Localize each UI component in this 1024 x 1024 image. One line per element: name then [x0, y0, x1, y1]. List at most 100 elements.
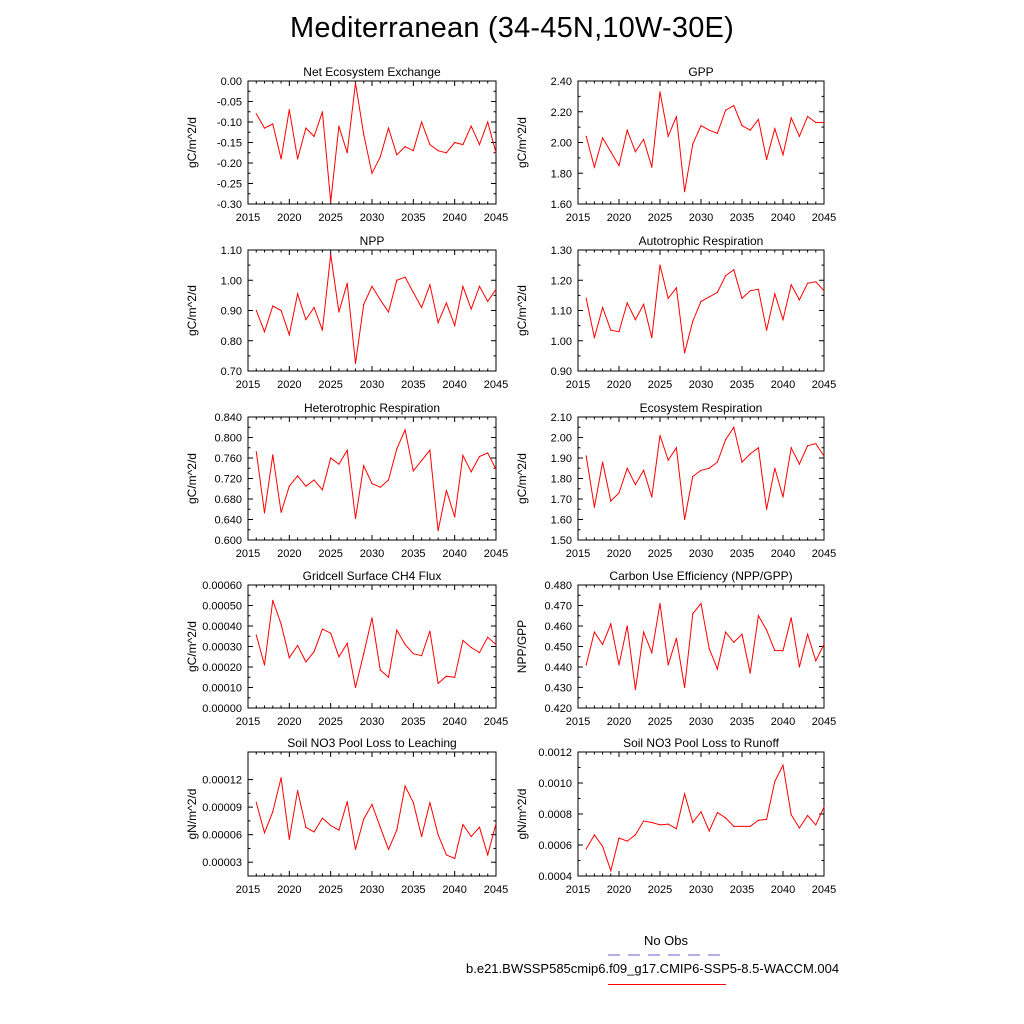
y-tick-label: 0.460 [544, 621, 572, 633]
data-point [774, 128, 776, 130]
data-point [478, 285, 481, 287]
data-point [708, 467, 710, 469]
data-point [700, 811, 702, 813]
chart-panel-9: Soil NO3 Pool Loss to Leaching gN/m^2/d 20… [185, 736, 508, 896]
x-tick-label: 2020 [607, 716, 631, 728]
data-point [757, 118, 760, 120]
data-point [387, 848, 390, 851]
data-point [462, 144, 464, 146]
y-axis-label: gC/m^2/d [185, 117, 199, 168]
data-point [462, 639, 464, 642]
data-point [371, 803, 373, 806]
data-point [313, 135, 315, 137]
data-point [585, 455, 587, 457]
x-tick-label: 2020 [277, 379, 301, 391]
data-point [280, 158, 282, 160]
data-point [313, 831, 315, 833]
data-point [487, 452, 489, 454]
data-point [749, 825, 751, 828]
data-point [602, 137, 604, 139]
data-point [692, 320, 694, 322]
data-point [371, 617, 373, 619]
x-tick-label: 2040 [442, 548, 466, 560]
data-point [313, 479, 315, 481]
series-line [585, 763, 825, 873]
data-point [297, 790, 299, 792]
data-point [667, 297, 669, 299]
data-point [733, 426, 735, 428]
legend-model-line [608, 984, 726, 985]
data-point [330, 201, 332, 203]
data-point [272, 305, 274, 307]
data-point [659, 91, 661, 93]
data-point [363, 653, 365, 655]
y-tick-label: 0.00010 [202, 683, 242, 695]
data-point [297, 644, 299, 647]
series-line [585, 91, 824, 192]
data-point [807, 633, 809, 635]
x-tick-label: 2045 [812, 548, 836, 560]
data-point [255, 451, 257, 453]
data-point [437, 150, 439, 152]
data-point [798, 135, 801, 137]
data-point [346, 152, 348, 154]
chart-title: Ecosystem Respiration [640, 401, 763, 415]
y-tick-label: 0.0004 [538, 871, 572, 883]
y-tick-label: 0.800 [214, 433, 242, 445]
x-tick-label: 2020 [607, 548, 631, 560]
data-point [684, 518, 686, 521]
data-point [379, 826, 381, 828]
data-point [798, 463, 801, 465]
data-point [437, 530, 439, 532]
data-point [823, 121, 825, 124]
data-point [396, 279, 398, 281]
data-point [454, 857, 456, 860]
x-tick-label: 2025 [648, 212, 672, 224]
data-point [815, 443, 817, 445]
data-point [585, 664, 587, 666]
data-point [495, 643, 497, 646]
data-point [429, 801, 431, 804]
data-point [716, 668, 719, 670]
y-tick-label: 2.00 [551, 433, 572, 445]
data-point [354, 517, 357, 520]
data-point [462, 824, 464, 826]
data-point [708, 296, 710, 298]
data-point [272, 123, 274, 125]
x-tick-label: 2040 [771, 212, 795, 224]
plot-frame [247, 584, 497, 709]
data-point [774, 780, 776, 783]
x-tick-label: 2035 [401, 884, 425, 896]
data-point [379, 669, 381, 671]
data-point [470, 308, 472, 310]
data-point [371, 285, 373, 287]
data-point [593, 166, 596, 168]
y-axis-label: gC/m^2/d [515, 117, 529, 168]
data-point [363, 303, 365, 305]
y-axis-label: gC/m^2/d [185, 453, 199, 504]
x-tick-label: 2040 [771, 379, 795, 391]
data-point [741, 125, 743, 127]
series-line [255, 600, 497, 688]
data-point [716, 291, 719, 293]
data-point [487, 121, 489, 123]
data-point [757, 447, 760, 449]
data-point [593, 631, 596, 633]
data-point [733, 641, 735, 644]
y-tick-label: 0.720 [214, 474, 242, 486]
data-point [634, 688, 637, 691]
data-point [667, 823, 669, 825]
data-point [338, 125, 340, 127]
data-point [321, 628, 323, 630]
data-point [478, 826, 481, 828]
chart-panel-6: Ecosystem Respiration gC/m^2/d 2015 2020 202… [515, 401, 836, 560]
y-axis-label: gN/m^2/d [185, 789, 199, 840]
data-point [338, 656, 340, 658]
y-tick-label: 1.90 [551, 453, 572, 465]
data-point [313, 651, 315, 653]
x-tick-label: 2025 [648, 379, 672, 391]
series-line [585, 426, 825, 520]
data-point [651, 496, 653, 498]
y-tick-label: 0.470 [544, 601, 572, 613]
y-tick-label: 1.80 [551, 168, 572, 180]
